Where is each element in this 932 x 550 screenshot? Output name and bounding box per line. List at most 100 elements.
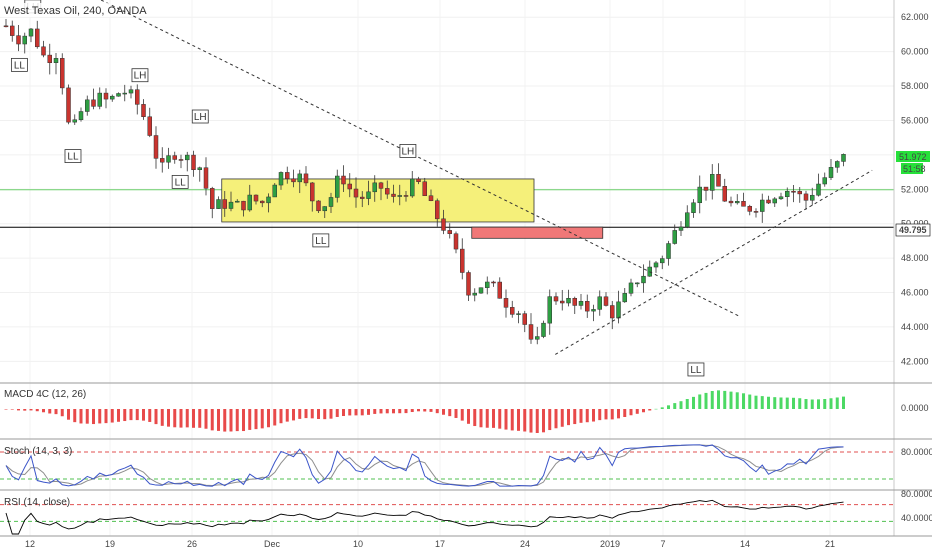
price-axis: 62.00060.00058.00056.00054.00052.00050.0… (901, 12, 929, 366)
macd-bar (173, 409, 177, 428)
macd-bar (810, 399, 814, 409)
price-label-timer-bg (901, 163, 923, 174)
candle-body (666, 243, 671, 259)
candle-body (728, 200, 734, 204)
price-tick-label: 62.000 (901, 12, 929, 22)
candle-body (328, 197, 334, 207)
macd-bar (485, 409, 489, 428)
macd-bar (842, 396, 845, 409)
date-tick-label: 2019 (600, 539, 620, 549)
candle-body (772, 198, 777, 204)
swing-label: LH (134, 71, 147, 82)
macd-bar (773, 397, 777, 409)
macd-bar (673, 403, 677, 409)
date-tick-label: Dec (264, 539, 281, 549)
price-tick-label: 44.000 (901, 322, 929, 332)
candle-body (472, 292, 477, 296)
candle-body (66, 87, 71, 123)
candles (3, 19, 846, 345)
macd-bar (548, 409, 552, 431)
macd-bar (423, 409, 427, 412)
swing-label: LH (402, 146, 415, 157)
candle-body (510, 307, 515, 315)
candle-body (266, 196, 271, 204)
macd-bar (410, 409, 414, 413)
macd-bar (835, 397, 839, 409)
price-tick-label: 60.000 (901, 47, 929, 57)
candle-body (460, 248, 465, 273)
macd-bar (717, 390, 720, 409)
swing-label-box (399, 144, 417, 158)
chart-title: West Texas Oil, 240, OANDA (4, 5, 147, 17)
candle-body (91, 99, 96, 107)
candle-body (272, 184, 277, 198)
date-tick-label: 21 (825, 539, 835, 549)
macd-bar (104, 409, 108, 424)
candle-body (391, 193, 396, 197)
candle-body (172, 155, 177, 160)
price-tick-label: 46.000 (901, 288, 929, 298)
candle-body (722, 186, 727, 202)
macd-bar (42, 409, 45, 413)
rsi-tick-80: 80.0000 (901, 489, 932, 499)
macd-bar (142, 409, 145, 421)
candle-body (747, 206, 752, 212)
date-tick-label: 26 (187, 539, 197, 549)
price-label-current-bg (896, 151, 930, 162)
candle-body (347, 183, 352, 190)
candle-body (85, 99, 90, 112)
candle-body (253, 194, 259, 202)
date-tick-label: 24 (520, 539, 530, 549)
date-tick-label: 10 (353, 539, 363, 549)
candle-body (503, 298, 509, 308)
candle-body (703, 186, 709, 191)
macd-bar (398, 409, 402, 414)
candle-body (491, 281, 496, 284)
macd-bar (392, 409, 395, 414)
macd-bar (404, 409, 408, 414)
candle-body (335, 175, 340, 198)
macd-bar (317, 409, 320, 420)
price-tick-label: 48.000 (901, 253, 929, 263)
macd-bar (779, 397, 783, 409)
stoch-lines (0, 444, 894, 487)
macd-tick-zero: 0.0000 (901, 403, 929, 413)
macd-bar (598, 409, 602, 421)
macd-bar (385, 409, 389, 414)
candle-body (47, 54, 52, 63)
candle-body (185, 154, 190, 161)
macd-bar (767, 396, 770, 409)
candle-body (485, 281, 490, 288)
macd-bar (710, 390, 714, 409)
candle-body (35, 28, 40, 48)
macd-bar (35, 409, 39, 412)
candle-body (566, 298, 571, 304)
candle-body (447, 230, 452, 234)
candle-body (216, 199, 221, 209)
macd-bar (760, 396, 764, 409)
macd-bar (379, 409, 383, 414)
macd-bar (117, 409, 120, 422)
price-tick-label: 50.000 (901, 219, 929, 229)
trendline-downtrend (100, 0, 741, 318)
macd-bar (560, 409, 564, 427)
candle-body (585, 301, 590, 312)
macd-bar (498, 409, 502, 429)
candle-body (235, 200, 240, 203)
candle-body (153, 135, 159, 159)
candle-body (803, 193, 809, 201)
macd-bar (48, 409, 52, 414)
macd-bar (660, 407, 664, 409)
macd-bar (679, 401, 683, 409)
macd-bar (517, 409, 520, 431)
macd-bar (567, 409, 570, 426)
macd-bar (742, 393, 745, 409)
candle-body (697, 186, 702, 204)
macd-bar (523, 409, 527, 432)
candle-body (578, 301, 584, 306)
price-tick-label: 42.000 (901, 356, 929, 366)
candle-body (228, 201, 234, 209)
macd-bar (73, 409, 77, 423)
macd-bar (135, 409, 139, 421)
